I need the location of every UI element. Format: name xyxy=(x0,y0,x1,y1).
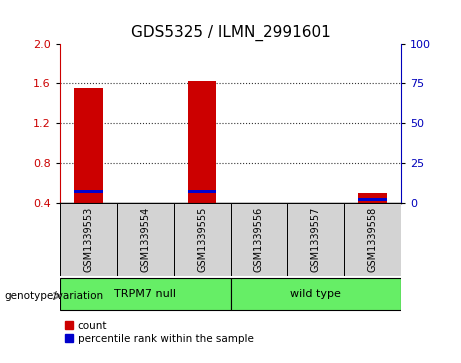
Text: GSM1339558: GSM1339558 xyxy=(367,207,378,272)
Text: GSM1339556: GSM1339556 xyxy=(254,207,264,272)
Text: genotype/variation: genotype/variation xyxy=(5,291,104,301)
Bar xyxy=(74,89,102,203)
Text: GSM1339555: GSM1339555 xyxy=(197,207,207,272)
FancyBboxPatch shape xyxy=(230,203,287,276)
FancyBboxPatch shape xyxy=(117,203,174,276)
Bar xyxy=(188,81,216,203)
FancyBboxPatch shape xyxy=(174,203,230,276)
FancyBboxPatch shape xyxy=(60,278,230,310)
FancyBboxPatch shape xyxy=(60,203,117,276)
Text: GSM1339553: GSM1339553 xyxy=(83,207,94,272)
Bar xyxy=(358,198,387,201)
FancyBboxPatch shape xyxy=(230,278,401,310)
Text: wild type: wild type xyxy=(290,289,341,299)
Bar xyxy=(358,193,387,203)
Text: TRPM7 null: TRPM7 null xyxy=(114,289,176,299)
FancyBboxPatch shape xyxy=(344,203,401,276)
Bar xyxy=(188,190,216,193)
Legend: count, percentile rank within the sample: count, percentile rank within the sample xyxy=(65,321,254,344)
Bar xyxy=(74,190,102,193)
FancyBboxPatch shape xyxy=(287,203,344,276)
Text: GSM1339557: GSM1339557 xyxy=(311,207,321,272)
Title: GDS5325 / ILMN_2991601: GDS5325 / ILMN_2991601 xyxy=(130,25,331,41)
Text: GSM1339554: GSM1339554 xyxy=(140,207,150,272)
